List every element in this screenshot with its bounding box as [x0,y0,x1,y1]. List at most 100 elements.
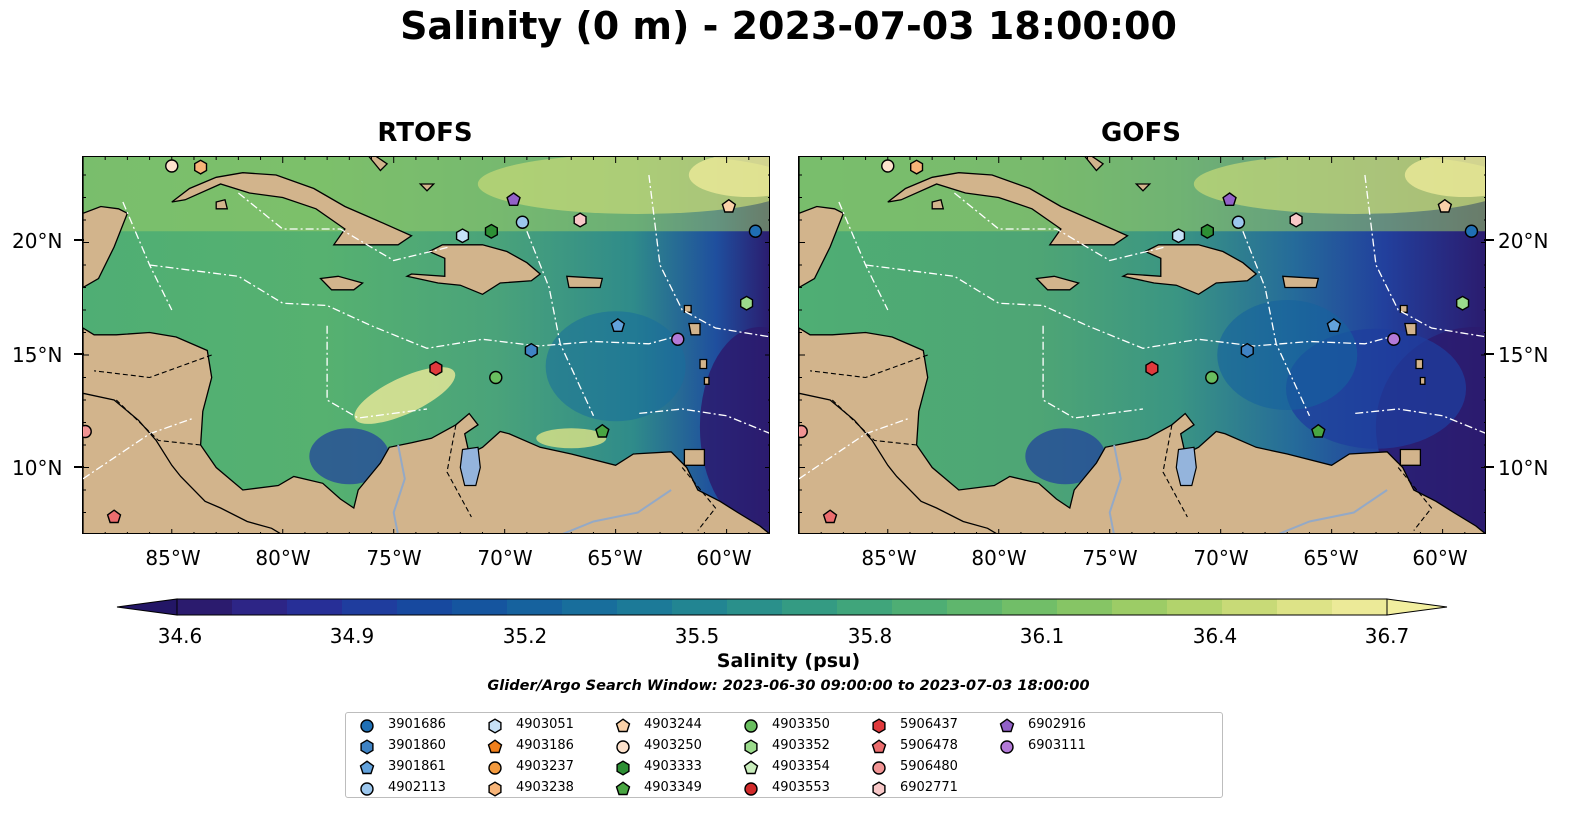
legend-marker-6902916[interactable] [999,718,1015,733]
legend-marker-4903250[interactable] [616,740,630,754]
float-marker-6902771-rtofs[interactable] [573,212,587,228]
lat-label-20n-left: 20°N [12,229,63,253]
legend-marker-6902771[interactable] [872,781,886,797]
float-marker-4903250-rtofs[interactable] [165,159,179,173]
float-marker-3901686-rtofs[interactable] [748,224,763,238]
float-marker-4903352-gofs[interactable] [1456,295,1470,311]
float-marker-3901860-gofs[interactable] [1240,342,1254,359]
legend-marker-4903553[interactable] [744,782,758,796]
legend-label: 4903237 [516,759,574,774]
legend-marker-4903354[interactable] [743,760,759,775]
colorbar-segment [1167,599,1223,615]
circle-marker-icon [744,719,758,733]
float-marker-3901861-gofs[interactable] [1326,318,1342,333]
legend-marker-3901686[interactable] [360,719,374,733]
colorbar-segment [342,599,398,615]
float-marker-6902916-gofs[interactable] [1222,192,1237,206]
pentagon-marker-icon [999,718,1015,733]
float-marker-4903350-rtofs[interactable] [489,370,503,385]
legend-label: 5906478 [900,738,958,753]
circle-marker-icon [744,782,758,796]
circle-marker-icon [1000,740,1014,754]
float-marker-4903250-gofs[interactable] [881,159,895,173]
hexagon-marker-icon [488,781,502,797]
circle-marker-icon [872,761,886,775]
float-marker-4903352-rtofs[interactable] [740,295,754,311]
float-marker-4902113-gofs[interactable] [1231,215,1246,229]
float-marker-4903349-rtofs[interactable] [595,423,610,438]
legend-label: 3901861 [388,759,446,774]
lat-label-10n-right: 10°N [1498,456,1549,480]
legend-label: 6902916 [1028,717,1086,732]
pentagon-marker-icon [743,760,759,775]
legend-marker-5906480[interactable] [872,761,886,775]
float-marker-4903238-rtofs[interactable] [193,159,208,175]
float-marker-5906437-gofs[interactable] [1145,360,1159,377]
cbar-tick-4: 35.5 [674,624,720,648]
cbar-tick-5: 35.8 [847,624,893,648]
pentagon-marker-icon [359,760,375,775]
float-marker-5906478-rtofs[interactable] [106,509,122,524]
float-marker-6902916-rtofs[interactable] [506,192,521,206]
legend-marker-5906478[interactable] [871,739,887,754]
legend-marker-4903051[interactable] [488,718,502,734]
colorbar-segment [1277,599,1333,615]
float-marker-4902113-rtofs[interactable] [515,215,530,229]
float-marker-4903051-gofs[interactable] [1171,228,1186,244]
float-marker-4903244-gofs[interactable] [1437,198,1453,213]
float-marker-4903333-rtofs[interactable] [484,223,498,239]
hexagon-marker-icon [616,760,630,776]
float-marker-4903349-gofs[interactable] [1311,423,1326,438]
legend-marker-4902113[interactable] [360,782,374,796]
float-marker-3901686-gofs[interactable] [1464,224,1479,238]
float-marker-3901860-rtofs[interactable] [524,342,538,359]
legend-marker-4903244[interactable] [615,718,631,733]
float-marker-4903244-rtofs[interactable] [721,198,737,213]
legend-marker-4903352[interactable] [744,739,758,755]
float-marker-5906480-rtofs[interactable] [83,424,92,439]
legend-marker-4903237[interactable] [488,761,502,775]
legend-marker-4903333[interactable] [616,760,630,776]
float-marker-4903051-rtofs[interactable] [455,228,470,244]
colorbar-label: Salinity (psu) [716,650,861,672]
float-marker-6902771-gofs[interactable] [1289,212,1303,228]
colorbar-segment [562,599,618,615]
float-marker-6903111-rtofs[interactable] [671,332,685,346]
colorbar-segment [287,599,343,615]
float-marker-4903238-gofs[interactable] [909,159,924,175]
lon-label-65w-gofs: 65°W [1303,546,1359,570]
legend-marker-4903186[interactable] [487,739,503,754]
colorbar-segment [397,599,453,615]
float-marker-4903350-gofs[interactable] [1205,370,1219,385]
legend-label: 3901860 [388,738,446,753]
lat-label-15n-left: 15°N [12,343,63,367]
circle-marker-icon [360,719,374,733]
lon-label-60w-rtofs: 60°W [696,546,752,570]
legend-marker-4903350[interactable] [744,719,758,733]
map-panel-gofs[interactable] [798,156,1486,534]
legend-marker-3901860[interactable] [360,739,374,755]
legend-label: 4903349 [644,780,702,795]
float-marker-3901861-rtofs[interactable] [610,318,626,333]
hexagon-marker-icon [872,718,886,734]
legend-marker-6903111[interactable] [1000,740,1014,754]
float-marker-6903111-gofs[interactable] [1387,332,1401,346]
float-marker-5906478-gofs[interactable] [822,509,838,524]
float-marker-5906480-gofs[interactable] [799,424,808,439]
legend-marker-4903349[interactable] [615,781,631,796]
legend-marker-4903238[interactable] [488,781,502,797]
colorbar-segment [892,599,948,615]
legend-marker-5906437[interactable] [872,718,886,734]
map-panel-rtofs[interactable] [82,156,770,534]
float-marker-4903333-gofs[interactable] [1200,223,1214,239]
lat-ticks-right [1484,239,1494,468]
lat-label-15n-right: 15°N [1498,343,1549,367]
cbar-tick-6: 36.1 [1019,624,1065,648]
lon-label-65w-rtofs: 65°W [587,546,643,570]
float-marker-5906437-rtofs[interactable] [429,360,443,377]
panel-title-rtofs: RTOFS [377,118,473,148]
colorbar-segment [672,599,728,615]
legend-marker-3901861[interactable] [359,760,375,775]
legend-label: 4903250 [644,738,702,753]
cbar-tick-7: 36.4 [1192,624,1238,648]
